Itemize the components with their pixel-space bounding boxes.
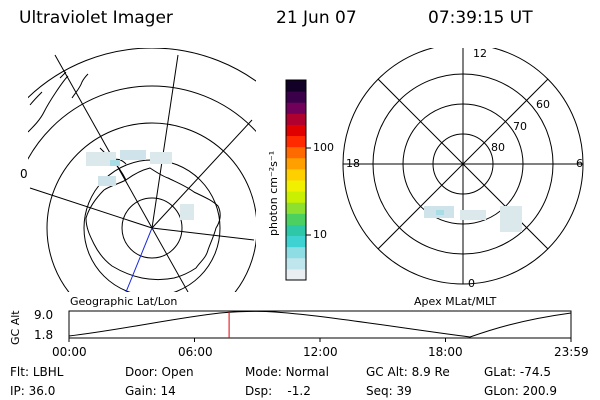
- mlat-label-80: 80: [491, 141, 505, 154]
- colorbar-segment: [286, 157, 306, 170]
- colorbar-segment: [286, 268, 306, 281]
- orbit-x-tick-3: 18:00: [428, 345, 463, 359]
- colorbar-segment: [286, 168, 306, 181]
- colorbar-segment: [286, 91, 306, 103]
- colorbar-ticks: [306, 147, 311, 236]
- right-panel-label: Apex MLat/MLT: [414, 295, 497, 308]
- instrument-title: Ultraviolet Imager: [19, 8, 173, 28]
- south-america-coastline: [28, 75, 69, 133]
- mlt-label-0: 0: [468, 277, 475, 290]
- colorbar-segment: [286, 257, 306, 270]
- status-dsp: Dsp: -1.2: [245, 384, 311, 398]
- colorbar-segment: [286, 202, 306, 214]
- antarctica-coastline: [85, 167, 221, 280]
- mlat-label-60: 60: [536, 98, 550, 111]
- lon-line-5: [151, 227, 189, 292]
- lat-circle-60: [46, 122, 256, 292]
- coast-fragment: [29, 91, 43, 106]
- lat-circle-80: [121, 197, 183, 259]
- colorbar-segment: [286, 191, 306, 203]
- colorbar-unit-label: photon cm⁻²s⁻¹: [267, 150, 280, 236]
- orbit-axis-label: GC Alt: [9, 310, 22, 345]
- satellite-footpoint-line: [125, 227, 153, 292]
- colorbar-segment: [286, 135, 306, 148]
- status-gain: Gain: 14: [125, 384, 176, 398]
- lon-line-4: [151, 227, 255, 241]
- colorbar-segment: [286, 146, 306, 159]
- orbit-y-tick-min: 1.8: [34, 328, 54, 342]
- mlt-label-18: 18: [346, 157, 360, 170]
- mlt-label-12: 12: [473, 47, 487, 60]
- left-panel-label: Geographic Lat/Lon: [70, 295, 178, 308]
- orbit-x-tick-4: 23:59: [554, 345, 589, 359]
- colorbar-segment: [286, 124, 306, 137]
- orbit-y-tick-max: 9.0: [34, 308, 54, 322]
- mlt-label-6: 6: [576, 157, 583, 170]
- colorbar-tick-100: 100: [313, 141, 334, 154]
- colorbar-segment: [286, 102, 306, 114]
- status-seq: Seq: 39: [366, 384, 412, 398]
- status-ip: IP: 36.0: [10, 384, 56, 398]
- status-door: Door: Open: [125, 365, 194, 379]
- colorbar-segment: [286, 113, 306, 125]
- orbit-x-tick-1: 06:00: [178, 345, 213, 359]
- observation-time: 07:39:15 UT: [428, 8, 533, 28]
- lat-circle-50: [28, 85, 256, 160]
- colorbar-segment: [286, 180, 306, 192]
- status-glon: GLon: 200.9: [484, 384, 557, 398]
- colorbar-segment: [286, 246, 306, 259]
- colorbar: [286, 80, 306, 281]
- auroral-emission-apex: [424, 206, 522, 232]
- lon-line-2: [151, 54, 179, 229]
- lon-line-3: [151, 119, 253, 229]
- auroral-emission: [86, 150, 194, 220]
- colorbar-segment: [286, 80, 306, 92]
- altitude-curve: [68, 310, 572, 338]
- status-flt: Flt: LBHL: [10, 365, 64, 379]
- new-zealand-coastline: [59, 71, 89, 99]
- left-side-label: 0: [20, 167, 28, 181]
- lon-line-6: [29, 187, 153, 229]
- observation-date: 21 Jun 07: [276, 8, 357, 28]
- apex-map: [342, 48, 584, 285]
- status-mode: Mode: Normal: [245, 365, 329, 379]
- orbit-x-tick-0: 00:00: [52, 345, 87, 359]
- mlt-line-diag-2: [377, 78, 549, 250]
- status-glat: GLat: -74.5: [484, 365, 551, 379]
- orbit-x-ticks: [68, 338, 572, 342]
- lon-line-1: [54, 54, 153, 229]
- colorbar-tick-10: 10: [313, 228, 327, 241]
- colorbar-frame: [285, 79, 307, 281]
- mlat-label-70: 70: [513, 120, 527, 133]
- orbit-x-tick-2: 12:00: [303, 345, 338, 359]
- colorbar-segment: [286, 224, 306, 237]
- colorbar-segment: [286, 213, 306, 225]
- status-gcalt: GC Alt: 8.9 Re: [366, 365, 450, 379]
- colorbar-segment: [286, 235, 306, 248]
- geographic-map: [28, 48, 256, 292]
